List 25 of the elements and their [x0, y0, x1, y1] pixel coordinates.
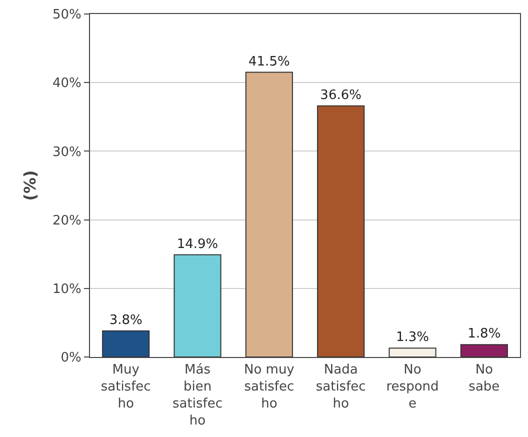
bar [102, 330, 150, 357]
bar [317, 105, 365, 357]
x-tick-label: No sabe [468, 362, 500, 394]
data-label: 41.5% [248, 54, 290, 70]
data-label: 14.9% [176, 236, 218, 252]
data-label: 1.3% [396, 330, 430, 346]
bar [460, 344, 508, 357]
y-axis-title: (%) [20, 170, 40, 201]
bar [388, 348, 436, 357]
data-label: 3.8% [109, 312, 142, 328]
y-tick-label: 40% [52, 76, 82, 92]
bar [174, 254, 222, 357]
y-tick-label: 20% [52, 213, 82, 228]
y-tick-label: 50% [52, 8, 82, 23]
x-tick-label: Muy satisfec ho [100, 362, 151, 412]
x-tick-label: No respond e [386, 362, 439, 412]
y-tick-label: 0% [60, 350, 82, 366]
bar [245, 72, 293, 357]
data-label: 1.8% [468, 326, 501, 342]
x-tick-label: Nada satisfec ho [316, 362, 366, 412]
x-tick-label: Más bien satisfec ho [172, 362, 222, 428]
x-tick-label: No muy satisfec ho [244, 362, 295, 412]
y-tick-label: 30% [52, 144, 82, 160]
data-label: 36.6% [320, 88, 362, 103]
y-tick-label: 10% [52, 282, 82, 297]
